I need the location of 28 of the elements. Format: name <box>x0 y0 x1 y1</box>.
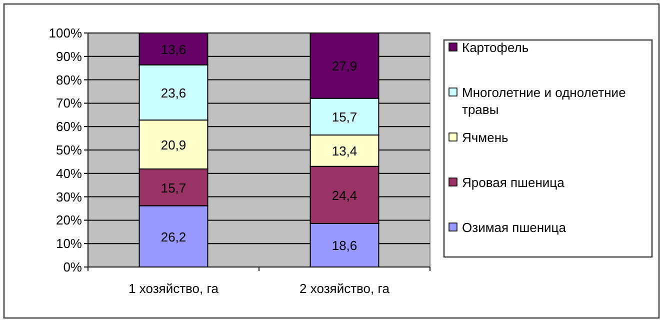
legend-label: Ячмень <box>462 130 509 145</box>
x-tick-label: 2 хозяйство, га <box>300 281 390 296</box>
y-tick-label: 60% <box>56 119 82 134</box>
y-tick-label: 10% <box>56 236 82 252</box>
data-label: 20,9 <box>160 138 186 152</box>
y-tick-label: 20% <box>56 212 82 228</box>
legend-label: Картофель <box>462 40 529 55</box>
y-tick-label: 50% <box>56 142 82 158</box>
data-label: 13,4 <box>332 144 358 159</box>
x-tick-label: 1 хозяйство, га <box>128 281 220 296</box>
y-tick-label: 90% <box>56 48 82 64</box>
data-label: 13,6 <box>160 42 186 57</box>
data-label: 18,6 <box>332 238 358 254</box>
data-label: 24,4 <box>332 188 358 203</box>
y-tick-label: 100% <box>48 26 82 40</box>
y-tick-label: 40% <box>56 166 82 181</box>
y-tick-label: 30% <box>56 189 82 204</box>
data-label: 15,7 <box>332 110 358 125</box>
data-label: 27,9 <box>332 58 358 74</box>
data-label: 23,6 <box>160 85 186 100</box>
legend-label: Озимая пшеница <box>462 220 567 235</box>
legend-label: Яровая пшеница <box>462 175 566 190</box>
data-label: 26,2 <box>160 229 186 244</box>
data-label: 15,7 <box>160 180 186 196</box>
legend-label: Многолетние и однолетние травы <box>462 85 626 117</box>
y-tick-label: 80% <box>56 72 82 88</box>
y-tick-label: 0% <box>63 260 82 274</box>
y-tick-label: 70% <box>56 96 82 111</box>
